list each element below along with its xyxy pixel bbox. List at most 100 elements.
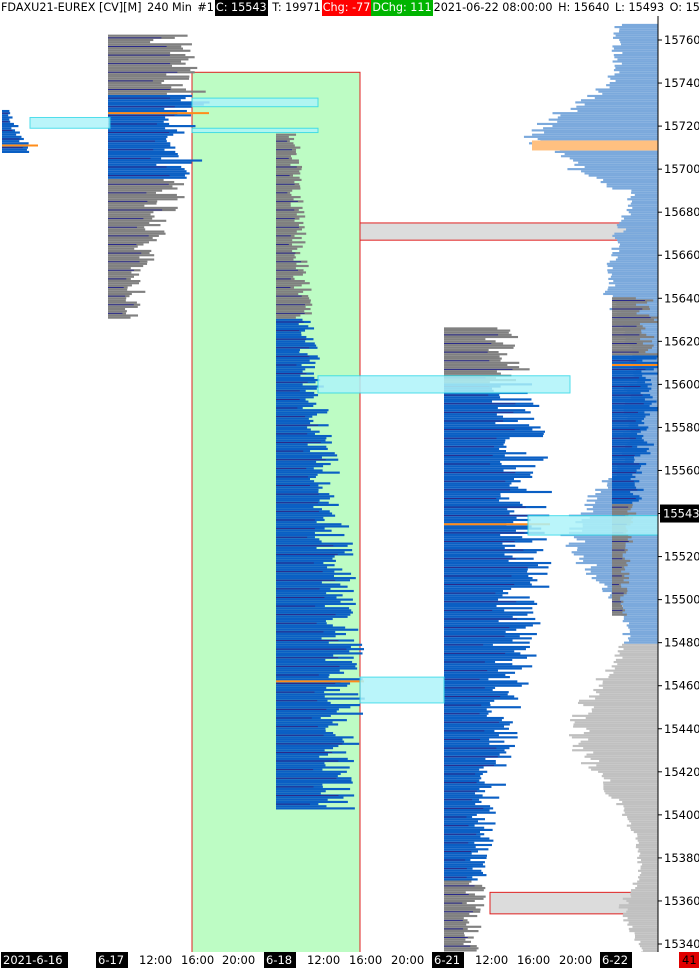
composite-bar bbox=[635, 846, 658, 849]
profile-bar bbox=[276, 426, 308, 429]
profile-bar bbox=[108, 159, 203, 162]
profile-bar bbox=[276, 282, 310, 285]
composite-bar bbox=[608, 676, 658, 679]
composite-bar bbox=[622, 800, 658, 804]
profile-bar bbox=[2, 116, 13, 119]
composite-bar bbox=[536, 122, 658, 126]
profile-bar bbox=[444, 667, 522, 670]
axis-bg bbox=[658, 16, 699, 956]
composite-bar bbox=[642, 863, 658, 866]
profile-bar bbox=[612, 340, 653, 343]
composite-bar bbox=[552, 125, 658, 128]
profile-bar bbox=[276, 617, 333, 621]
profile-bar bbox=[276, 411, 328, 414]
composite-bar bbox=[591, 708, 658, 711]
y-tick-label: 15660 bbox=[664, 248, 699, 262]
profile-bar bbox=[276, 533, 345, 537]
profile-bar bbox=[444, 521, 514, 524]
profile-bar bbox=[444, 542, 503, 545]
profile-bar bbox=[276, 189, 293, 192]
composite-bar bbox=[627, 198, 658, 201]
composite-bar bbox=[638, 942, 658, 946]
profile-bar bbox=[276, 344, 317, 347]
profile-bar bbox=[2, 125, 19, 128]
composite-bar bbox=[628, 921, 658, 924]
chart-number: #1 bbox=[197, 1, 214, 14]
profile-bar bbox=[276, 385, 324, 388]
profile-bar bbox=[276, 721, 333, 724]
composite-bar bbox=[641, 871, 658, 875]
profile-bar bbox=[276, 583, 341, 586]
composite-bar bbox=[611, 49, 658, 52]
profile-bar bbox=[276, 712, 363, 715]
profile-bar bbox=[444, 598, 499, 601]
datetime-value: 2021-06-22 08:00:00 bbox=[433, 1, 553, 14]
profile-bar bbox=[612, 484, 635, 487]
profile-bar bbox=[444, 632, 537, 636]
profile-bar bbox=[276, 592, 327, 595]
profile-bar bbox=[276, 150, 296, 153]
profile-bar bbox=[2, 109, 10, 113]
profile-bar bbox=[444, 434, 544, 438]
profile-bar bbox=[276, 589, 354, 593]
profile-bar bbox=[444, 796, 500, 799]
profile-bar bbox=[276, 445, 327, 448]
composite-bar bbox=[611, 254, 658, 257]
profile-bar bbox=[276, 658, 326, 661]
profile-bar bbox=[612, 473, 633, 476]
profile-bar bbox=[276, 271, 307, 274]
profile-bar bbox=[276, 316, 296, 319]
profile-bar bbox=[276, 292, 299, 296]
profile-bar bbox=[276, 185, 301, 188]
profile-bar bbox=[276, 170, 300, 173]
composite-bar bbox=[623, 230, 658, 233]
profile-bar bbox=[612, 422, 645, 425]
profile-bar bbox=[276, 279, 305, 283]
band-zone-upper bbox=[359, 222, 659, 241]
x-tick-label: 6-18 bbox=[266, 953, 292, 967]
profile-bar bbox=[444, 775, 481, 778]
profile-bar bbox=[444, 400, 493, 403]
cyan-zone bbox=[317, 375, 571, 394]
profile-bar bbox=[108, 249, 152, 253]
profile-bar bbox=[108, 137, 167, 141]
composite-bar bbox=[603, 777, 658, 780]
composite-bar bbox=[625, 391, 658, 395]
profile-bar bbox=[444, 779, 480, 782]
profile-bar bbox=[276, 749, 325, 752]
profile-bar bbox=[444, 475, 533, 479]
composite-bar bbox=[606, 185, 658, 188]
composite-bar bbox=[634, 938, 658, 941]
profile-bar bbox=[444, 680, 518, 683]
composite-bar bbox=[637, 861, 658, 864]
profile-bar bbox=[108, 101, 210, 104]
composite-bar bbox=[578, 742, 658, 745]
profile-bar bbox=[276, 456, 322, 459]
profile-bar bbox=[444, 882, 470, 885]
composite-bar bbox=[613, 279, 658, 283]
composite-bar bbox=[629, 930, 658, 933]
x-tick-label: 20:00 bbox=[559, 953, 592, 967]
profile-bar bbox=[444, 536, 523, 539]
corner-badge-bg bbox=[679, 952, 699, 968]
profile-bar bbox=[444, 585, 550, 588]
profile-bar bbox=[276, 762, 325, 765]
profile-bar bbox=[444, 441, 505, 444]
profile-bar bbox=[2, 122, 14, 126]
composite-bar bbox=[631, 191, 658, 194]
profile-bar bbox=[612, 389, 650, 392]
profile-bar bbox=[276, 514, 336, 517]
composite-bar bbox=[632, 925, 658, 928]
composite-bar bbox=[629, 622, 658, 625]
composite-bar bbox=[623, 615, 658, 618]
profile-bar bbox=[108, 73, 167, 76]
composite-bar bbox=[630, 635, 658, 638]
composite-bar bbox=[589, 729, 658, 732]
composite-bar bbox=[634, 193, 658, 197]
profile-bar bbox=[444, 826, 485, 829]
cyan-zone bbox=[29, 116, 111, 129]
composite-bar bbox=[617, 239, 658, 242]
profile-bar bbox=[612, 391, 641, 395]
profile-bar bbox=[276, 314, 301, 317]
